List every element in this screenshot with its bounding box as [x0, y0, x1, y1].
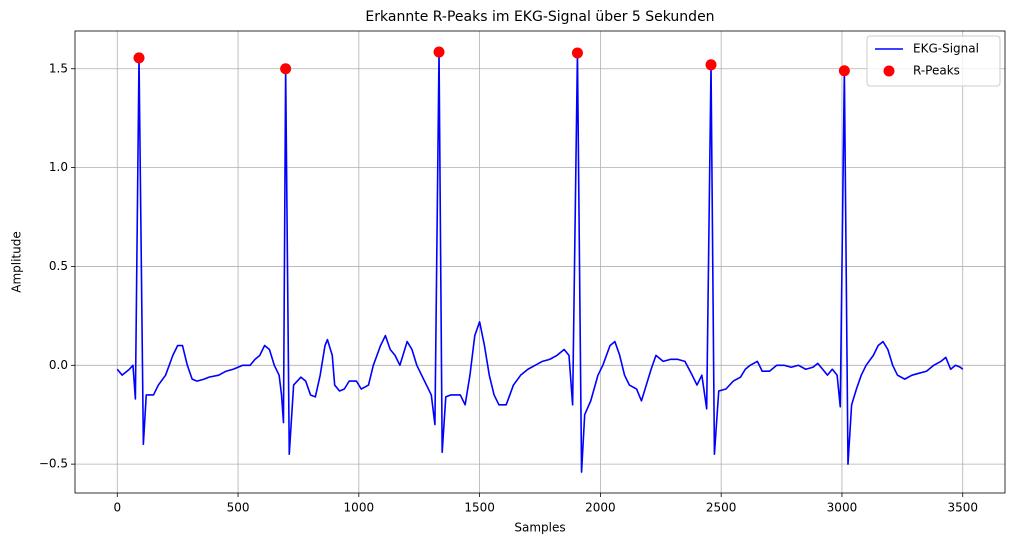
peak-marker	[133, 52, 145, 64]
x-tick-label: 1000	[344, 501, 375, 515]
axes-frame	[74, 30, 1006, 494]
x-tick-label: 2500	[706, 501, 737, 515]
x-tick-label: 3500	[947, 501, 978, 515]
y-tick-label: 0.5	[49, 259, 68, 273]
peak-marker	[433, 46, 445, 58]
y-axis-label: Amplitude	[10, 231, 24, 293]
x-tick-label: 1500	[464, 501, 495, 515]
x-tick-label: 3000	[827, 501, 858, 515]
legend-swatch	[883, 65, 895, 77]
chart-title: Erkannte R-Peaks im EKG-Signal über 5 Se…	[365, 9, 714, 25]
peak-marker	[571, 47, 583, 59]
x-tick-label: 0	[113, 501, 121, 515]
x-tick-label: 2000	[585, 501, 616, 515]
legend-label: EKG-Signal	[913, 42, 979, 56]
y-tick-label: −0.5	[39, 457, 68, 471]
y-tick-label: 1.5	[49, 61, 68, 75]
signal-line	[116, 51, 964, 473]
y-tick-label: 1.0	[49, 160, 68, 174]
legend-label: R-Peaks	[913, 64, 960, 78]
y-tick-label: 0.0	[49, 358, 68, 372]
peak-marker	[838, 65, 850, 77]
x-axis-label: Samples	[514, 521, 565, 535]
x-tick-label: 500	[227, 501, 250, 515]
peak-marker	[280, 63, 292, 75]
peak-marker	[705, 59, 717, 71]
